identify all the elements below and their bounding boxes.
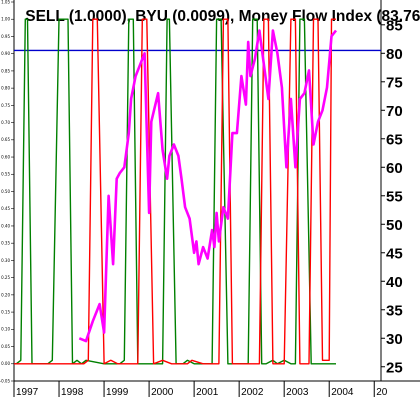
left-tick-label: 0.90 [1,51,10,56]
left-tick-label: 0.95 [1,34,10,39]
left-tick-label: 0.45 [1,206,10,211]
right-tick-label: 55 [386,188,403,205]
right-tick-label: 40 [386,274,403,291]
left-tick-label: 0.25 [1,275,10,280]
left-tick-label: 0.15 [1,309,10,314]
left-tick-label: 0.20 [1,292,10,297]
right-tick-label: 35 [386,302,403,319]
right-tick-label: 30 [386,331,403,348]
left-tick-label: 0.60 [1,154,10,159]
x-tick-label: 2003 [286,387,309,398]
right-tick-label: 70 [386,103,403,120]
x-tick-label: 1998 [61,387,84,398]
left-tick-label: 0.35 [1,241,10,246]
x-tick-label: 2004 [331,387,354,398]
x-tick-label: 2000 [151,387,174,398]
left-tick-label: 0.50 [1,189,10,194]
left-tick-label: 0.10 [1,327,10,332]
right-tick-label: 80 [386,46,403,63]
left-tick-label: 0.75 [1,103,10,108]
series-line-money-flow-index [78,29,338,343]
left-tick-label: 0.05 [1,344,10,349]
chart-title: SELL (1.0000), BYU (0.0099), Money Flow … [25,8,420,25]
right-tick-label: 85 [386,17,403,34]
right-tick-label: 60 [386,160,403,177]
left-tick-label: 0.30 [1,258,10,263]
left-tick-label: 0.65 [1,137,10,142]
right-tick-label: 50 [386,217,403,234]
left-tick-label: 0.80 [1,86,10,91]
left-tick-label: 0.85 [1,68,10,73]
x-tick-label: 2002 [241,387,264,398]
left-tick-label: 0.70 [1,120,10,125]
left-tick-label: 1.00 [1,17,10,22]
right-tick-label: 65 [386,131,403,148]
right-tick-label: 45 [386,245,403,262]
x-tick-label: 1999 [106,387,129,398]
x-tick-label: 20 [376,387,388,398]
left-tick-label: 0.00 [1,361,10,366]
right-tick-label: 25 [386,359,403,376]
x-tick-label: 1997 [16,387,39,398]
x-tick-label: 2001 [196,387,219,398]
series-line-byu [14,18,336,365]
left-tick-label: -0.05 [0,378,10,383]
series-line-sell [14,18,336,365]
right-tick-label: 75 [386,74,403,91]
left-tick-label: 0.40 [1,223,10,228]
left-tick-label: 1.05 [1,0,10,4]
left-tick-label: 0.55 [1,172,10,177]
